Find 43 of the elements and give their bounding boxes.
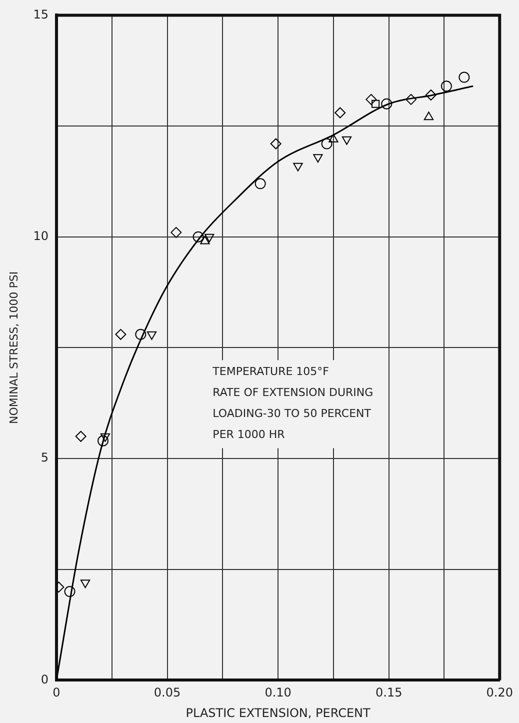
x-tick-label: 0.15 — [375, 686, 402, 700]
point — [372, 100, 380, 108]
point — [334, 107, 346, 118]
point — [170, 226, 182, 238]
point — [406, 94, 417, 105]
point — [146, 331, 157, 340]
point — [135, 328, 146, 340]
point — [64, 586, 76, 598]
point — [98, 435, 109, 446]
annotation: TEMPERATURE 105°F — [212, 364, 329, 378]
x-axis-title: PLASTIC EXTENSION, PERCENT — [186, 706, 372, 720]
point — [321, 138, 332, 150]
point — [424, 112, 434, 120]
point — [440, 80, 452, 92]
x-tick-label: 0.20 — [486, 686, 513, 700]
point — [200, 236, 210, 244]
annotation: RATE OF EXTENSION DURING — [212, 386, 374, 399]
annotation: LOADING-30 TO 50 PERCENT — [212, 406, 372, 420]
point — [204, 234, 214, 242]
x-tick-label: 0.05 — [154, 686, 181, 700]
point — [192, 231, 204, 242]
point — [100, 433, 110, 442]
point — [342, 136, 352, 145]
y-tick-label: 5 — [40, 450, 48, 465]
point — [381, 98, 392, 110]
y-tick-label: 10 — [33, 228, 48, 243]
annotation: PER 1000 HR — [212, 428, 286, 441]
x-tick-label: 0 — [52, 686, 60, 700]
y-tick-label: 15 — [33, 7, 48, 22]
point — [115, 328, 126, 340]
point — [366, 94, 377, 105]
point — [254, 178, 266, 190]
y-axis-title: NOMINAL STRESS, 1000 PSI — [7, 271, 20, 424]
point — [313, 154, 323, 163]
y-tick-label: 0 — [40, 672, 48, 686]
point — [328, 134, 338, 142]
point — [458, 72, 470, 83]
point — [293, 162, 303, 172]
point — [425, 90, 436, 100]
point — [270, 138, 282, 150]
x-tick-label: 0.10 — [264, 686, 292, 700]
point — [80, 580, 90, 588]
point — [75, 430, 86, 442]
